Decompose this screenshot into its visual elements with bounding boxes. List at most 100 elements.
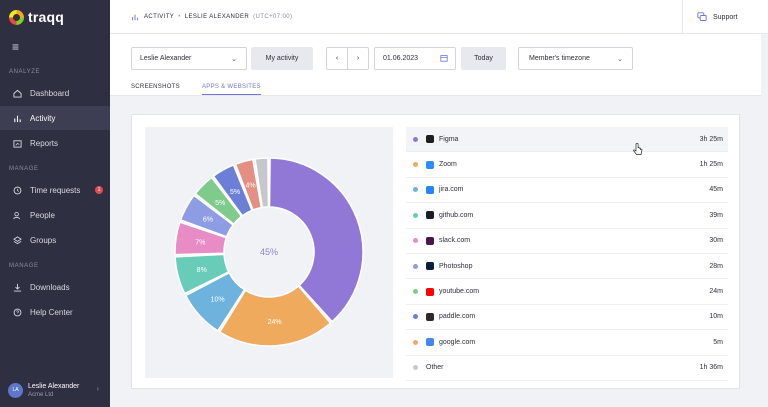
app-name: paddle.com xyxy=(439,313,476,321)
app-duration: 3h 25m xyxy=(699,135,723,143)
list-item[interactable]: google.com 5m xyxy=(406,330,728,356)
app-name: github.com xyxy=(439,211,474,219)
sidebar-item-label: Time requests xyxy=(30,185,81,195)
breadcrumb-user: LESLIE ALEXANDER xyxy=(184,14,250,20)
chevron-left-icon: ‹ xyxy=(335,55,339,62)
logo-text: traqq xyxy=(28,9,64,25)
legend-dot xyxy=(413,314,418,320)
app-duration: 5m xyxy=(713,338,723,346)
section-label-analyze: ANALYZE xyxy=(9,69,41,75)
sidebar-item-people[interactable]: People xyxy=(0,203,110,227)
app-duration: 30m xyxy=(709,237,723,245)
sidebar-item-activity[interactable]: Activity xyxy=(0,106,110,130)
slice-label: 5% xyxy=(215,200,225,207)
zoom-icon xyxy=(426,160,434,169)
app-name: Photoshop xyxy=(439,262,473,270)
sidebar-item-label: People xyxy=(30,210,55,220)
pie-slice-youtube-com[interactable] xyxy=(194,176,243,226)
list-item[interactable]: slack.com 30m xyxy=(406,229,728,254)
reports-icon xyxy=(12,138,22,148)
list-item[interactable]: paddle.com 10m xyxy=(406,305,728,331)
breadcrumb: ACTIVITY • LESLIE ALEXANDER (UTC+07:00) xyxy=(131,13,292,21)
help-icon xyxy=(12,307,22,317)
date-input[interactable]: 01.06.2023 xyxy=(374,47,456,70)
today-label: Today xyxy=(474,55,493,62)
user-menu[interactable]: LA Leslie Alexander Acme Ltd › xyxy=(0,373,110,407)
today-button[interactable]: Today xyxy=(461,47,506,70)
figma-icon xyxy=(426,135,434,144)
chevron-right-icon: › xyxy=(356,55,360,62)
app-duration: 39m xyxy=(709,211,723,219)
sidebar-item-help-center[interactable]: Help Center xyxy=(0,300,110,324)
hamburger-menu-icon[interactable]: ≡ xyxy=(12,40,20,54)
my-activity-label: My activity xyxy=(265,55,299,62)
tab-screenshots[interactable]: SCREENSHOTS xyxy=(131,84,180,90)
timezone-select[interactable]: Member's timezone ⌄ xyxy=(518,47,633,70)
pie-slice-photoshop[interactable] xyxy=(179,194,235,238)
app-list: Figma 3h 25m Zoom 1h 25m jira.com 45m github.c… xyxy=(406,127,728,381)
jira-icon xyxy=(426,185,434,194)
chart-area: 24% 10% 8% 7% 6% 5% 5% 4% 45% xyxy=(145,127,393,378)
paddle-icon xyxy=(426,312,434,321)
legend-dot xyxy=(413,212,418,218)
slice-label: 5% xyxy=(230,189,240,196)
app-name: Figma xyxy=(439,135,459,143)
list-item[interactable]: Figma 3h 25m xyxy=(406,127,728,153)
pie-slice-zoom[interactable] xyxy=(218,284,332,347)
legend-dot xyxy=(413,339,418,345)
sidebar-item-time-requests[interactable]: Time requests 1 xyxy=(0,178,110,202)
chevron-down-icon: ⌄ xyxy=(231,55,237,63)
list-item[interactable]: Photoshop 28m xyxy=(406,254,728,280)
app-duration: 1h 36m xyxy=(699,364,723,372)
pie-slice-figma[interactable] xyxy=(268,157,364,323)
list-item[interactable]: Other 1h 36m xyxy=(406,356,728,381)
photoshop-icon xyxy=(426,262,434,271)
mouse-pointer-icon xyxy=(633,143,643,161)
support-button[interactable]: Support xyxy=(682,0,768,34)
app-duration: 28m xyxy=(709,262,723,270)
timezone-select-value: Member's timezone xyxy=(529,55,590,62)
legend-dot xyxy=(413,289,418,295)
slice-label: 7% xyxy=(195,239,205,246)
traqq-logo-icon xyxy=(9,9,24,25)
sidebar-item-dashboard[interactable]: Dashboard xyxy=(0,81,110,105)
breadcrumb-timezone: (UTC+07:00) xyxy=(253,14,293,20)
breadcrumb-separator: • xyxy=(178,14,181,20)
app-duration: 45m xyxy=(709,186,723,194)
top-header: ACTIVITY • LESLIE ALEXANDER (UTC+07:00) … xyxy=(110,0,768,34)
pie-slice-google-com[interactable] xyxy=(234,158,263,211)
list-item[interactable]: Zoom 1h 25m xyxy=(406,152,728,178)
pie-slice-slack-com[interactable] xyxy=(174,221,228,256)
tab-apps-websites[interactable]: APPS & WEBSITES xyxy=(201,84,261,95)
sidebar-item-groups[interactable]: Groups xyxy=(0,228,110,252)
layers-icon xyxy=(12,235,22,245)
legend-dot xyxy=(413,162,418,168)
notification-badge: 1 xyxy=(95,186,103,194)
prev-day-button[interactable]: ‹ xyxy=(326,47,348,70)
github-icon xyxy=(426,211,434,220)
list-item[interactable]: github.com 39m xyxy=(406,203,728,229)
pie-slice-paddle-com[interactable] xyxy=(212,164,253,217)
pie-slice-other[interactable] xyxy=(254,157,270,209)
list-item[interactable]: youtube.com 24m xyxy=(406,279,728,305)
sidebar-item-label: Groups xyxy=(30,235,57,245)
sidebar-item-reports[interactable]: Reports xyxy=(0,131,110,155)
apps-websites-panel: 24% 10% 8% 7% 6% 5% 5% 4% 45% Figma 3h 25m Zoom 1h … xyxy=(131,114,740,389)
chat-icon xyxy=(697,12,707,21)
app-logo[interactable]: traqq xyxy=(9,9,64,25)
sidebar-item-downloads[interactable]: Downloads xyxy=(0,275,110,299)
my-activity-button[interactable]: My activity xyxy=(251,47,313,70)
pie-slice-jira-com[interactable] xyxy=(184,271,246,332)
slice-label: 10% xyxy=(211,296,225,303)
pie-slice-github-com[interactable] xyxy=(174,253,230,295)
list-item[interactable]: jira.com 45m xyxy=(406,178,728,204)
app-name: Zoom xyxy=(439,161,457,169)
app-duration: 24m xyxy=(709,288,723,296)
user-org: Acme Ltd xyxy=(28,391,54,398)
app-name: google.com xyxy=(439,338,476,346)
user-select[interactable]: Leslie Alexander ⌄ xyxy=(131,47,247,70)
sidebar-item-label: Downloads xyxy=(30,282,70,292)
donut-center-label: 45% xyxy=(260,247,278,257)
next-day-button[interactable]: › xyxy=(347,47,369,70)
sidebar-item-label: Activity xyxy=(30,113,56,123)
